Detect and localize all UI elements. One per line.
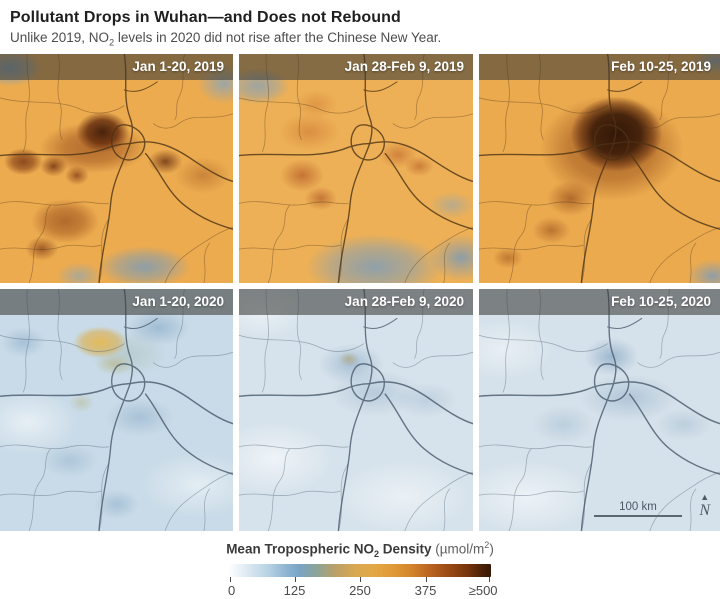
legend-unit-superscript: 2 [484,539,490,550]
tick-label: 250 [349,582,371,598]
figure-subtitle: Unlike 2019, NO2 levels in 2020 did not … [10,30,710,48]
panel-header: Jan 1-20, 2020 [0,288,233,315]
panel-header: Jan 1-20, 2019 [0,53,233,80]
north-letter: N [699,501,710,519]
tick-label: ≥500 [468,582,498,598]
colorbar-ticks [229,576,491,582]
tick-mark [489,576,490,582]
subtitle-text: Unlike 2019, NO [10,30,110,45]
legend-unit-close: ) [489,541,494,557]
scalebar-label: 100 km [619,500,657,513]
road-network [0,288,233,531]
panel-header: Jan 28-Feb 9, 2019 [239,53,473,80]
tick-label: 125 [283,582,306,598]
map-panel-jan2019: Jan 1-20, 2019 [0,53,233,283]
subtitle-subscript: 2 [109,37,115,48]
road-network [239,53,473,283]
figure-header: Pollutant Drops in Wuhan—and Does not Re… [0,0,720,54]
tick-label: 375 [414,582,437,598]
tick-label: 0 [227,582,236,598]
legend: Mean Tropospheric NO2 Density (µmol/m2) … [0,540,720,599]
panel-date-label: Jan 28-Feb 9, 2020 [344,294,464,310]
colorbar [229,563,491,577]
scalebar-line [594,514,682,517]
legend-title-text-cont: Density [378,541,432,557]
legend-title: Mean Tropospheric NO2 Density (µmol/m2) [0,540,720,559]
subtitle-text-cont: levels in 2020 did not rise after the Ch… [114,30,442,45]
panel-date-label: Feb 10-25, 2019 [611,59,711,75]
map-panel-jan2020: Jan 1-20, 2020 [0,288,233,531]
map-panel-feb2020: Jan 28-Feb 9, 2020 [239,288,473,531]
map-panel-feb25-2019: Feb 10-25, 2019 [479,53,720,283]
colorbar-wrap: 0 125 250 375 ≥500 [227,563,498,599]
panel-header: Jan 28-Feb 9, 2020 [239,288,473,315]
legend-title-subscript: 2 [373,548,379,559]
north-arrow-icon: ▲ [700,491,710,502]
panel-date-label: Jan 28-Feb 9, 2019 [344,59,464,75]
tick-mark [425,576,427,582]
road-network [479,288,720,531]
colorbar-labels: 0 125 250 375 ≥500 [227,582,498,599]
panel-date-label: Jan 1-20, 2019 [132,59,224,75]
north-indicator: ▲ N [699,491,710,519]
road-network [239,288,473,531]
road-network [0,53,233,283]
road-network [479,53,720,283]
legend-title-text: Mean Tropospheric NO [226,541,374,557]
map-grid: Jan 1-20, 2019 Jan 28-Feb 9, 2019 Feb 10… [0,53,720,531]
tick-mark [230,576,231,582]
map-panel-feb25-2020: Feb 10-25, 2020 100 km ▲ N [479,288,720,531]
tick-mark [360,576,361,582]
panel-header: Feb 10-25, 2020 [479,288,720,315]
map-panel-feb2019: Jan 28-Feb 9, 2019 [239,53,473,283]
figure-title: Pollutant Drops in Wuhan—and Does not Re… [10,9,401,26]
legend-unit: (µmol/m [431,541,485,557]
map-scalebar: 100 km [594,501,682,517]
panel-date-label: Jan 1-20, 2020 [132,294,224,310]
panel-header: Feb 10-25, 2019 [479,53,720,80]
panel-date-label: Feb 10-25, 2020 [611,294,711,310]
tick-mark [294,576,296,582]
